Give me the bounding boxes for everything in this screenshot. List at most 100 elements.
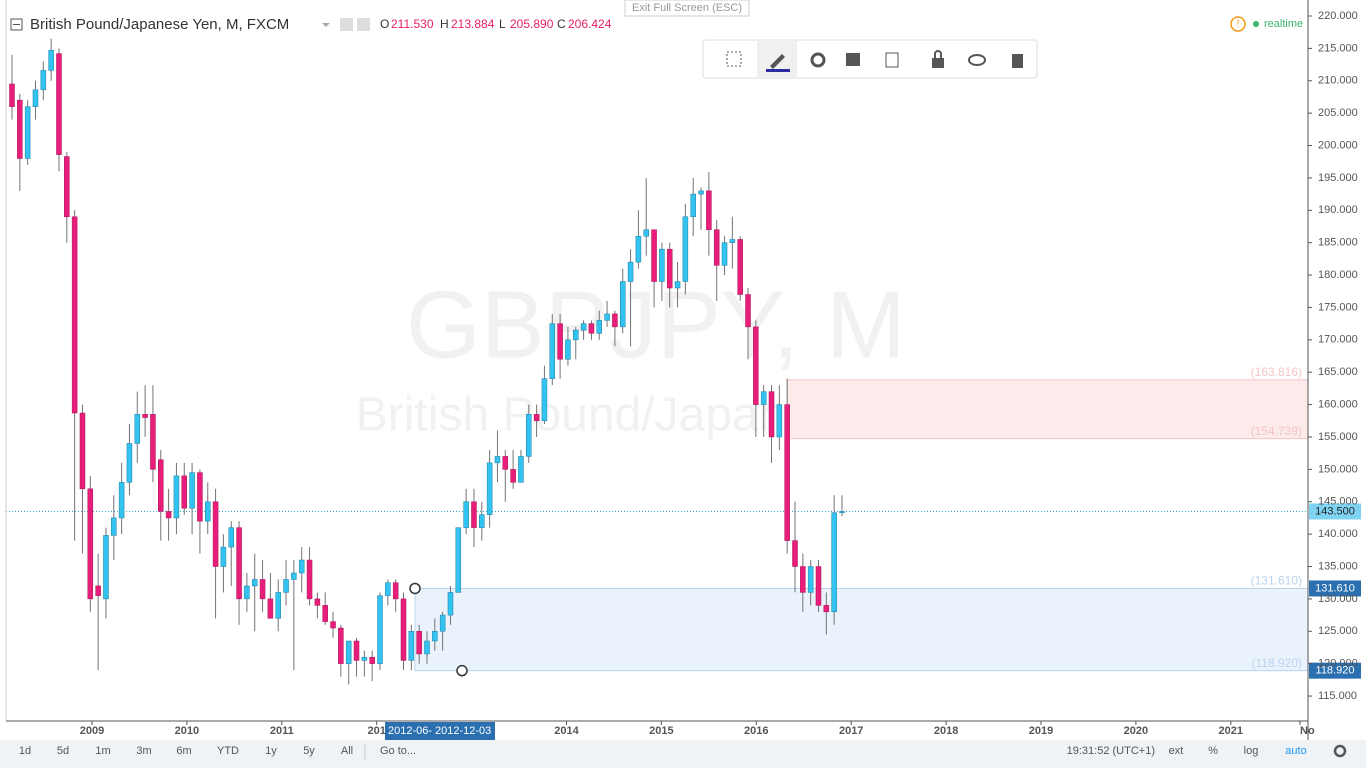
candle-body <box>518 456 524 483</box>
option-button[interactable]: % <box>1208 745 1218 757</box>
y-tick-label: 200.000 <box>1318 139 1358 151</box>
candle-body <box>142 414 148 418</box>
goto-button[interactable]: Go to... <box>380 745 416 757</box>
candle-body <box>408 631 415 661</box>
range-button[interactable]: 1y <box>265 745 277 757</box>
axes: 131.610 118.920 143.500 115.000 120.000 125.0… <box>80 10 1361 740</box>
zone-axis-label: 131.610 <box>1315 582 1355 594</box>
candle-body <box>48 50 54 71</box>
candle-body <box>322 605 328 622</box>
candle-body <box>353 640 360 661</box>
candle-body <box>330 621 336 629</box>
symbol-dropdown[interactable] <box>322 23 330 27</box>
candle-body <box>463 501 469 528</box>
option-button[interactable]: log <box>1244 745 1259 757</box>
y-tick-label: 185.000 <box>1318 237 1358 249</box>
candle-body <box>666 248 673 289</box>
candle-body <box>588 323 595 334</box>
hide-icon[interactable] <box>357 18 370 31</box>
candle-body <box>690 193 696 218</box>
x-tick-label: 2015 <box>649 725 673 737</box>
brush-tool[interactable] <box>770 54 785 69</box>
candle-body <box>24 106 31 159</box>
candle-body <box>150 414 156 470</box>
candle-body <box>306 559 313 600</box>
zone-bottom-label: (118.920) <box>1252 656 1302 670</box>
last-price-box <box>1309 503 1361 520</box>
candle-body <box>784 404 790 541</box>
candle-body <box>659 248 665 282</box>
symbol-title[interactable]: British Pound/Japanese Yen, M, FXCM <box>30 16 289 33</box>
candle-body <box>643 229 649 237</box>
candle-body <box>17 99 23 159</box>
candle-body <box>165 511 172 519</box>
candle-body <box>541 378 548 422</box>
y-tick-label: 175.000 <box>1318 301 1358 313</box>
x-tick-label: 2018 <box>934 725 958 737</box>
x-tick-label: No <box>1300 725 1315 737</box>
warning-icon[interactable] <box>1230 16 1246 32</box>
zone-handle[interactable] <box>409 582 421 595</box>
candle-body <box>737 239 743 295</box>
y-tick-label: 165.000 <box>1318 366 1358 378</box>
zone-handle[interactable] <box>456 664 468 677</box>
last-price-label: 143.500 <box>1315 505 1355 517</box>
candle-body <box>197 472 203 522</box>
candle-body <box>345 640 352 664</box>
range-button[interactable]: 5d <box>57 745 69 757</box>
watermark-symbol: GBPJPY, M <box>406 271 906 378</box>
range-button[interactable]: 5y <box>303 745 315 757</box>
lock-tool[interactable] <box>932 58 944 68</box>
candle-body <box>792 540 798 567</box>
y-tick-label: 145.000 <box>1318 496 1358 508</box>
x-tick-label: 2014 <box>554 725 579 737</box>
candle-body <box>698 190 704 195</box>
layer-tool[interactable] <box>846 53 860 66</box>
range-button[interactable]: 3m <box>136 745 151 757</box>
range-button[interactable]: 6m <box>176 745 191 757</box>
candle-body <box>118 482 125 519</box>
candle-body <box>251 579 258 587</box>
settings-button[interactable] <box>1333 744 1347 758</box>
option-button[interactable]: ext <box>1169 745 1184 757</box>
candle-body <box>424 640 430 655</box>
clone-tool[interactable] <box>885 52 899 68</box>
candle-body <box>291 572 297 580</box>
candle-body <box>447 592 454 616</box>
x-tick-label: 2019 <box>1029 725 1053 737</box>
collapse-icon[interactable] <box>10 18 23 31</box>
candle-body <box>753 326 759 405</box>
option-button[interactable]: auto <box>1285 745 1306 757</box>
bottom-bar <box>0 740 1366 768</box>
range-highlight <box>385 722 495 740</box>
realtime-label: realtime <box>1264 18 1303 30</box>
candle-body <box>416 631 422 655</box>
candle-body <box>432 631 438 642</box>
zone-bottom-label: (154.739) <box>1251 424 1302 438</box>
range-button[interactable]: 1d <box>19 745 31 757</box>
candle-body <box>565 339 571 360</box>
range-button[interactable]: All <box>341 745 353 757</box>
delete-tool[interactable] <box>1012 54 1023 68</box>
x-tick-label: 2020 <box>1124 725 1148 737</box>
zone <box>786 379 1309 440</box>
settings-tool[interactable] <box>810 52 826 68</box>
zone-top-label: (131.610) <box>1251 574 1302 588</box>
visibility-tool[interactable] <box>968 54 986 66</box>
candle-body <box>385 582 391 596</box>
settings-icon[interactable] <box>340 18 353 31</box>
range-button[interactable]: YTD <box>217 745 239 757</box>
candle-body <box>392 582 399 600</box>
range-button[interactable]: 1m <box>95 745 110 757</box>
zone <box>414 587 1309 672</box>
candle-body <box>377 595 383 664</box>
candle-body <box>173 475 180 519</box>
candle-body <box>212 501 219 567</box>
candle-body <box>831 512 837 613</box>
ohlc: O 211.530 H 213.884 L 205.890 C 206.424 <box>380 17 612 31</box>
select-tool[interactable] <box>726 51 742 67</box>
exit-fullscreen[interactable] <box>624 0 750 17</box>
drawing-toolbar <box>702 39 1038 79</box>
candle-body <box>502 456 509 470</box>
candle-body <box>604 313 610 321</box>
